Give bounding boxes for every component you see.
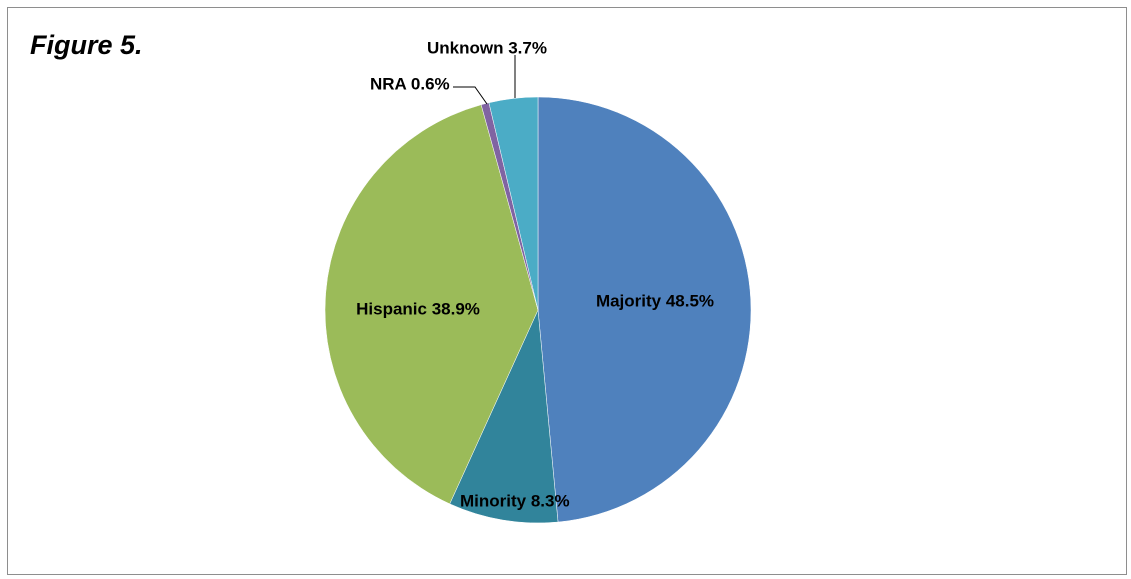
- pie-slice-hispanic: [324, 104, 539, 505]
- figure-title: Figure 5.: [30, 30, 143, 60]
- slice-label-minority: Minority 8.3%: [460, 491, 570, 510]
- slices-layer: [324, 96, 752, 524]
- pie-slice-majority: [537, 96, 752, 523]
- slice-label-unknown: Unknown 3.7%: [427, 38, 547, 57]
- slice-label-nra: NRA 0.6%: [370, 74, 450, 93]
- slice-label-hispanic: Hispanic 38.9%: [356, 299, 480, 318]
- pie-slice-minority: [449, 309, 559, 524]
- slice-label-majority: Majority 48.5%: [596, 291, 714, 310]
- labels-layer: Majority 48.5% Minority 8.3% Hispanic 38.9…: [356, 38, 714, 510]
- leader-line-nra: [453, 86, 488, 105]
- pie-slice-unknown: [488, 96, 539, 311]
- leader-lines-layer: [453, 55, 516, 105]
